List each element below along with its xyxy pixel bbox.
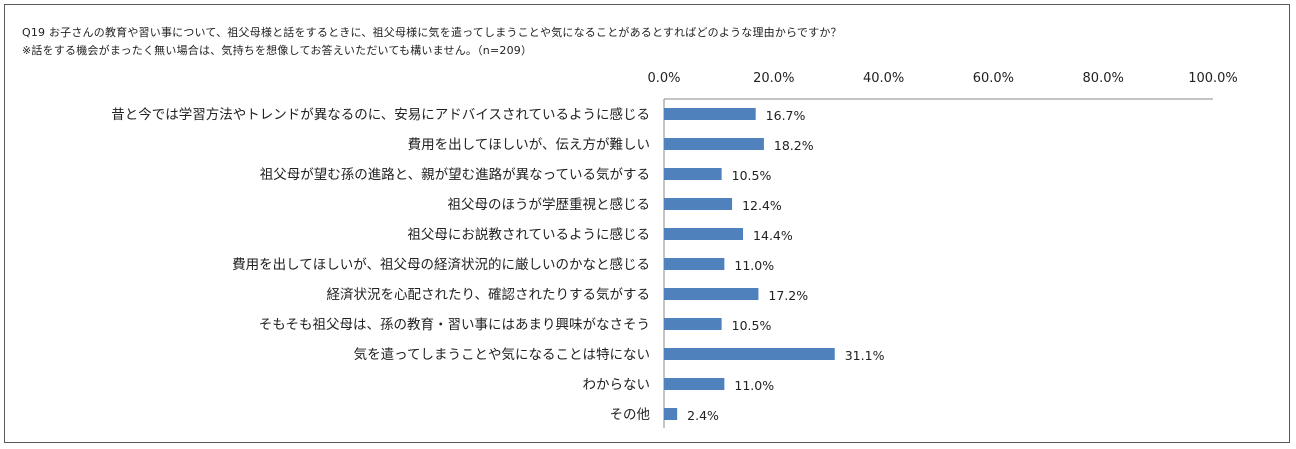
bar <box>664 408 678 420</box>
category-label: 費用を出してほしいが、伝え方が難しい <box>408 137 650 153</box>
value-label: 14.4% <box>753 228 793 243</box>
category-label: 気を遣ってしまうことや気になることは特にない <box>354 347 650 363</box>
bar <box>664 378 725 390</box>
chart-frame: Q19 お子さんの教育や習い事について、祖父母様と話をするときに、祖父母様に気を… <box>4 4 1290 443</box>
value-label: 16.7% <box>766 108 806 123</box>
x-tick-label: 20.0% <box>753 71 794 86</box>
x-tick-label: 0.0% <box>647 71 680 86</box>
bar <box>664 198 733 210</box>
bar <box>664 258 725 270</box>
value-label: 12.4% <box>742 198 782 213</box>
category-labels: 昔と今では学習方法やトレンドが異なるのに、安易にアドバイスされているように感じる… <box>111 106 650 423</box>
category-label: わからない <box>583 377 651 393</box>
value-label: 31.1% <box>845 348 885 363</box>
chart-title: Q19 お子さんの教育や習い事について、祖父母様と話をするときに、祖父母様に気を… <box>22 26 842 39</box>
category-label: 費用を出してほしいが、祖父母の経済状況的に厳しいのかなと感じる <box>232 256 650 273</box>
x-tick-label: 40.0% <box>863 71 904 86</box>
bar <box>664 288 759 300</box>
value-labels: 16.7%18.2%10.5%12.4%14.4%11.0%17.2%10.5%… <box>687 108 884 423</box>
value-label: 10.5% <box>732 318 772 333</box>
x-tick-label: 80.0% <box>1083 71 1124 86</box>
chart-subtitle: ※話をする機会がまったく無い場合は、気持ちを想像してお答えいただいても構いません… <box>22 44 533 57</box>
bar <box>664 108 756 120</box>
x-tick-label: 100.0% <box>1188 71 1238 86</box>
bar <box>664 168 722 180</box>
category-label: 祖父母にお説教されているように感じる <box>407 226 650 243</box>
value-label: 18.2% <box>774 138 814 153</box>
category-label: 祖父母が望む孫の進路と、親が望む進路が異なっている気がする <box>260 167 650 183</box>
category-label: 昔と今では学習方法やトレンドが異なるのに、安易にアドバイスされているように感じる <box>111 106 650 123</box>
bar <box>664 348 835 360</box>
value-label: 11.0% <box>734 378 774 393</box>
x-tick-label: 60.0% <box>973 71 1014 86</box>
value-label: 10.5% <box>732 168 772 183</box>
value-label: 17.2% <box>768 288 808 303</box>
category-label: 経済状況を心配されたり、確認されたりする気がする <box>327 287 650 303</box>
x-axis-ticks: 0.0% 20.0% 40.0% 60.0% 80.0% 100.0% <box>647 71 1237 86</box>
category-label: そもそも祖父母は、孫の教育・習い事にはあまり興味がなさそう <box>259 317 650 333</box>
category-label: 祖父母のほうが学歴重視と感じる <box>448 196 651 213</box>
bars <box>664 108 835 420</box>
bar <box>664 138 764 150</box>
category-label: その他 <box>610 407 651 423</box>
bar <box>664 318 722 330</box>
value-label: 11.0% <box>734 258 774 273</box>
value-label: 2.4% <box>687 408 719 423</box>
bar <box>664 228 744 240</box>
